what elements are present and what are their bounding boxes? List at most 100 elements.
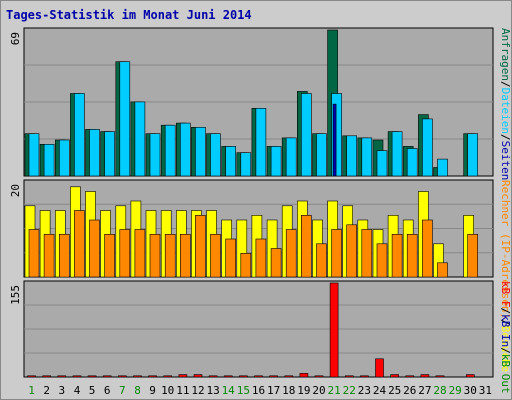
x-tick-label-day-13: 13 xyxy=(206,384,219,397)
panel-top-ymax-label: 69 xyxy=(9,32,22,45)
bar-bottom-kbf-day-24 xyxy=(375,358,384,378)
bar-middle-rechneripadressen-day-20 xyxy=(316,243,327,278)
legend-entry: Besuche xyxy=(499,326,512,372)
bar-middle-rechneripadressen-day-2 xyxy=(43,234,55,278)
bar-bottom-kbf-day-25 xyxy=(390,374,400,378)
bar-middle-rechneripadressen-day-17 xyxy=(270,248,282,278)
legend-entry: kB F xyxy=(499,281,512,308)
bar-bottom-kbf-day-22 xyxy=(344,375,354,378)
bar-bottom-kbf-day-17 xyxy=(269,375,278,378)
panel-bottom-ymax-label: 155 xyxy=(9,285,22,305)
bar-middle-rechneripadressen-day-4 xyxy=(74,210,85,278)
bar-bottom-kbf-day-8 xyxy=(133,375,142,378)
bar-bottom-kbf-day-26 xyxy=(405,375,415,378)
legend-entry: Anfragen xyxy=(499,28,512,81)
x-tick-label-day-30: 30 xyxy=(464,384,477,397)
x-tick-label-day-22: 22 xyxy=(343,384,356,397)
chart-title: Tages-Statistik im Monat Juni 2014 xyxy=(6,8,252,22)
right-legend-middle: Rechner (IP-Adressen)/Besuche xyxy=(499,180,512,372)
bar-bottom-kbf-day-19 xyxy=(299,373,309,378)
x-tick-label-day-20: 20 xyxy=(312,384,325,397)
bar-top-dateien-day-9 xyxy=(149,133,161,177)
bar-middle-rechneripadressen-day-18 xyxy=(285,229,297,278)
bar-bottom-kbf-day-4 xyxy=(72,375,82,378)
right-legend-bottom: kB F/kB In/kB Out xyxy=(499,281,512,394)
bar-bottom-kbf-day-12 xyxy=(193,374,203,378)
bar-bottom-kbf-day-3 xyxy=(57,375,67,378)
bar-middle-rechneripadressen-day-23 xyxy=(361,229,373,278)
bar-middle-rechneripadressen-day-22 xyxy=(346,224,358,278)
bar-bottom-kbf-day-28 xyxy=(435,375,445,378)
x-tick-label-day-25: 25 xyxy=(388,384,401,397)
x-tick-label-day-16: 16 xyxy=(252,384,265,397)
x-tick-label-day-17: 17 xyxy=(267,384,280,397)
x-tick-label-day-5: 5 xyxy=(89,384,96,397)
bar-middle-rechneripadressen-day-25 xyxy=(391,234,403,278)
bar-top-dateien-day-28 xyxy=(437,158,448,177)
bar-top-dateien-day-11 xyxy=(180,122,191,177)
bar-bottom-kbf-day-13 xyxy=(208,375,218,378)
x-tick-label-day-26: 26 xyxy=(403,384,416,397)
panel-bottom: 155 xyxy=(9,280,494,378)
bar-top-dateien-day-1 xyxy=(28,133,40,177)
x-tick-label-day-19: 19 xyxy=(297,384,310,397)
bar-bottom-kbf-day-9 xyxy=(148,375,157,378)
bar-middle-rechneripadressen-day-21 xyxy=(331,229,342,278)
legend-entry: / xyxy=(499,134,512,141)
bar-bottom-kbf-day-20 xyxy=(314,375,324,378)
x-tick-label-day-12: 12 xyxy=(191,384,204,397)
bar-top-dateien-day-27 xyxy=(422,118,433,177)
bar-middle-rechneripadressen-day-9 xyxy=(149,234,161,278)
bar-middle-rechneripadressen-day-11 xyxy=(180,234,191,278)
bar-top-dateien-day-20 xyxy=(316,133,327,177)
x-tick-label-day-18: 18 xyxy=(282,384,295,397)
bar-middle-rechneripadressen-day-13 xyxy=(210,234,221,278)
bar-bottom-kbf-day-15 xyxy=(239,375,248,378)
x-tick-label-day-6: 6 xyxy=(104,384,111,397)
legend-entry: / xyxy=(499,81,512,88)
bar-top-dateien-day-6 xyxy=(104,131,115,177)
bar-middle-rechneripadressen-day-1 xyxy=(28,229,40,278)
bar-top-dateien-day-7 xyxy=(119,61,131,177)
bar-bottom-kbf-day-23 xyxy=(360,375,369,378)
right-legend-top: Anfragen/Dateien/Seiten xyxy=(499,28,512,180)
bar-middle-rechneripadressen-day-19 xyxy=(300,215,312,278)
bar-middle-rechneripadressen-day-28 xyxy=(437,262,448,278)
bar-bottom-kbf-day-21 xyxy=(329,282,339,378)
x-tick-label-day-28: 28 xyxy=(433,384,446,397)
bar-middle-rechneripadressen-day-7 xyxy=(119,229,131,278)
bar-middle-rechneripadressen-day-12 xyxy=(195,215,206,278)
bar-top-dateien-day-25 xyxy=(391,131,403,177)
bar-middle-rechneripadressen-day-15 xyxy=(240,253,252,278)
bar-middle-rechneripadressen-day-10 xyxy=(164,234,176,278)
bar-middle-rechneripadressen-day-24 xyxy=(376,243,388,278)
bar-middle-rechneripadressen-day-30 xyxy=(467,234,479,278)
x-tick-label-day-27: 27 xyxy=(418,384,431,397)
bar-bottom-kbf-day-14 xyxy=(223,375,233,378)
bar-top-dateien-day-16 xyxy=(255,108,267,177)
bar-middle-rechneripadressen-day-6 xyxy=(104,234,115,278)
x-tick-label-day-23: 23 xyxy=(358,384,371,397)
bar-top-dateien-day-10 xyxy=(164,124,176,177)
bar-top-dateien-day-15 xyxy=(240,152,252,177)
bar-bottom-kbf-day-18 xyxy=(284,375,294,378)
x-tick-label-day-3: 3 xyxy=(58,384,65,397)
bar-top-dateien-day-3 xyxy=(58,139,70,177)
bar-bottom-kbf-day-27 xyxy=(420,374,430,378)
bar-top-dateien-day-18 xyxy=(285,137,297,177)
panel-middle: 20 xyxy=(9,179,494,278)
bar-bottom-kbf-day-6 xyxy=(102,375,112,378)
legend-entry: Dateien xyxy=(499,88,512,134)
bar-top-dateien-day-12 xyxy=(195,127,206,177)
bar-middle-rechneripadressen-day-26 xyxy=(406,234,418,278)
x-tick-label-day-8: 8 xyxy=(134,384,141,397)
bar-bottom-kbf-day-5 xyxy=(87,375,97,378)
x-tick-label-day-9: 9 xyxy=(149,384,156,397)
bar-top-dateien-day-21 xyxy=(331,93,342,177)
bar-bottom-kbf-day-30 xyxy=(465,374,475,378)
bar-bottom-kbf-day-7 xyxy=(118,375,127,378)
x-tick-label-day-14: 14 xyxy=(222,384,236,397)
bar-top-dateien-day-30 xyxy=(467,133,479,177)
legend-entry: / xyxy=(499,319,512,326)
